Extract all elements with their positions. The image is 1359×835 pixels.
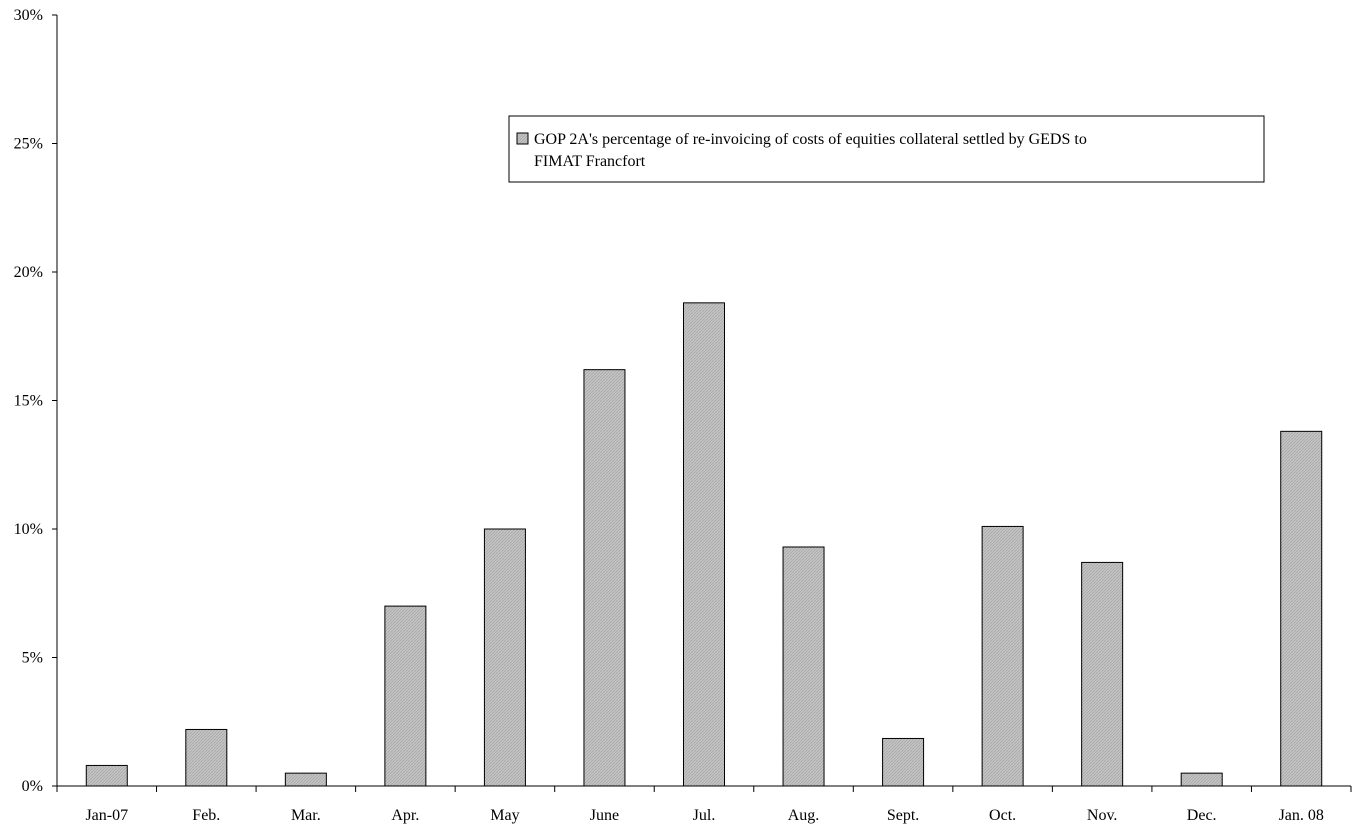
bar-jan-07 xyxy=(85,764,128,787)
x-tick-label: May xyxy=(490,807,519,824)
x-tick-label: Aug. xyxy=(788,807,820,824)
y-tick-label: 20% xyxy=(14,264,43,281)
bar-aug xyxy=(782,546,825,787)
bar-feb xyxy=(185,728,228,787)
axes-layer: 0% 5% 10% 15% 20% 25% 30% Jan-07 Feb. Mar. Apr. May… xyxy=(14,7,1352,824)
bar-dec xyxy=(1180,772,1223,787)
bar-apr xyxy=(384,605,427,787)
bar-jul xyxy=(683,302,725,787)
legend-entry-line-1: GOP 2A's percentage of re-invoicing of c… xyxy=(534,131,1087,148)
y-tick-label: 0% xyxy=(22,778,43,795)
x-tick-label: Jan-07 xyxy=(85,807,128,824)
x-tick-label: Jul. xyxy=(693,807,716,824)
y-tick-label: 25% xyxy=(14,136,43,153)
bar-nov xyxy=(1081,561,1124,787)
bar-mar xyxy=(284,772,327,787)
legend-swatch xyxy=(516,132,529,145)
y-tick-label: 30% xyxy=(14,7,43,24)
bar-may xyxy=(483,528,526,787)
x-tick-label: Dec. xyxy=(1187,807,1217,824)
bar-jan-08 xyxy=(1280,430,1323,787)
y-tick-label: 15% xyxy=(14,393,43,410)
x-tick-label: Feb. xyxy=(192,807,220,824)
bar-oct xyxy=(981,525,1024,787)
x-tick-label: Oct. xyxy=(989,807,1016,824)
legend-box xyxy=(508,115,1265,183)
legend: GOP 2A's percentage of re-invoicing of c… xyxy=(508,115,1265,183)
x-tick-label: June xyxy=(590,807,619,824)
bar-june xyxy=(583,369,626,787)
bars-layer xyxy=(85,302,1323,787)
x-tick-label: Nov. xyxy=(1087,807,1118,824)
x-tick-label: Mar. xyxy=(291,807,321,824)
x-tick-label: Sept. xyxy=(887,807,919,824)
bar-sept xyxy=(882,737,925,787)
y-tick-label: 10% xyxy=(14,521,43,538)
y-tick-label: 5% xyxy=(22,650,43,667)
x-tick-label: Apr. xyxy=(391,807,419,824)
x-tick-label: Jan. 08 xyxy=(1279,807,1324,824)
legend-entry-line-2: FIMAT Francfort xyxy=(534,153,646,170)
